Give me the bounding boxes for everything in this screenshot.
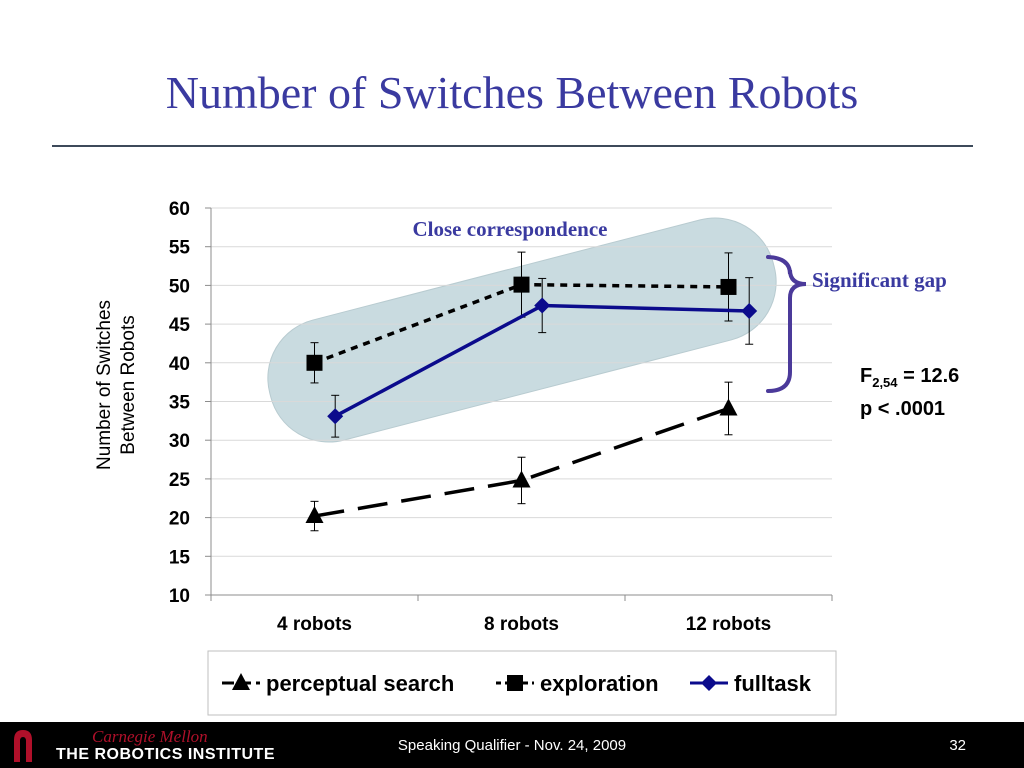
y-tick-label: 45 [169, 315, 191, 336]
data-point-perceptual-search [512, 470, 531, 488]
y-tick-label: 55 [169, 238, 191, 259]
footer-caption: Speaking Qualifier - Nov. 24, 2009 [397, 737, 627, 754]
close-correspondence-label: Close correspondence [413, 217, 608, 241]
data-point-perceptual-search [305, 506, 324, 524]
p-value: p < .0001 [860, 398, 945, 420]
y-tick-label: 20 [169, 509, 190, 530]
y-tick-label: 10 [169, 586, 190, 607]
y-tick-label: 15 [169, 547, 191, 568]
y-tick-label: 25 [169, 470, 191, 491]
y-axis-label: Number of Switches Between Robots [94, 300, 139, 470]
data-point-fulltask [327, 408, 344, 425]
legend-label: perceptual search [266, 671, 454, 696]
legend-label: fulltask [734, 671, 812, 696]
footer-institute: THE ROBOTICS INSTITUTE [56, 746, 275, 763]
x-tick-label: 4 robots [277, 614, 352, 635]
page-number: 32 [949, 737, 966, 754]
title-divider [52, 145, 973, 147]
y-tick-label: 30 [169, 431, 190, 452]
x-tick-label: 12 robots [686, 614, 772, 635]
cmu-logo-icon [14, 730, 32, 762]
data-point-perceptual-search [719, 398, 738, 416]
significant-gap-brace [766, 255, 807, 393]
legend-label: exploration [540, 671, 659, 696]
slide-title: Number of Switches Between Robots [165, 67, 859, 118]
f-statistic: F2,54 = 12.6 [860, 365, 959, 390]
y-tick-label: 60 [169, 199, 190, 220]
data-point-exploration [720, 278, 737, 295]
data-point-exploration [513, 276, 530, 293]
x-tick-label: 8 robots [484, 614, 559, 635]
y-tick-label: 40 [169, 354, 190, 375]
footer-university: Carnegie Mellon [92, 727, 208, 746]
legend-marker [701, 675, 717, 691]
chart: 10 15 20 25 30 35 40 45 50 55 60 4 robots 8 robots 12… [94, 199, 959, 716]
footer: Carnegie Mellon THE ROBOTICS INSTITUTE S… [0, 722, 1024, 768]
y-tick-label: 50 [169, 276, 190, 297]
legend-marker [507, 675, 523, 691]
series-line-perceptual-search [314, 406, 730, 518]
legend-marker [232, 673, 250, 690]
data-point-fulltask [534, 297, 551, 314]
data-point-exploration [306, 354, 323, 371]
data-point-fulltask [741, 302, 758, 319]
significant-gap-label: Significant gap [812, 268, 947, 292]
y-tick-label: 35 [169, 393, 191, 414]
